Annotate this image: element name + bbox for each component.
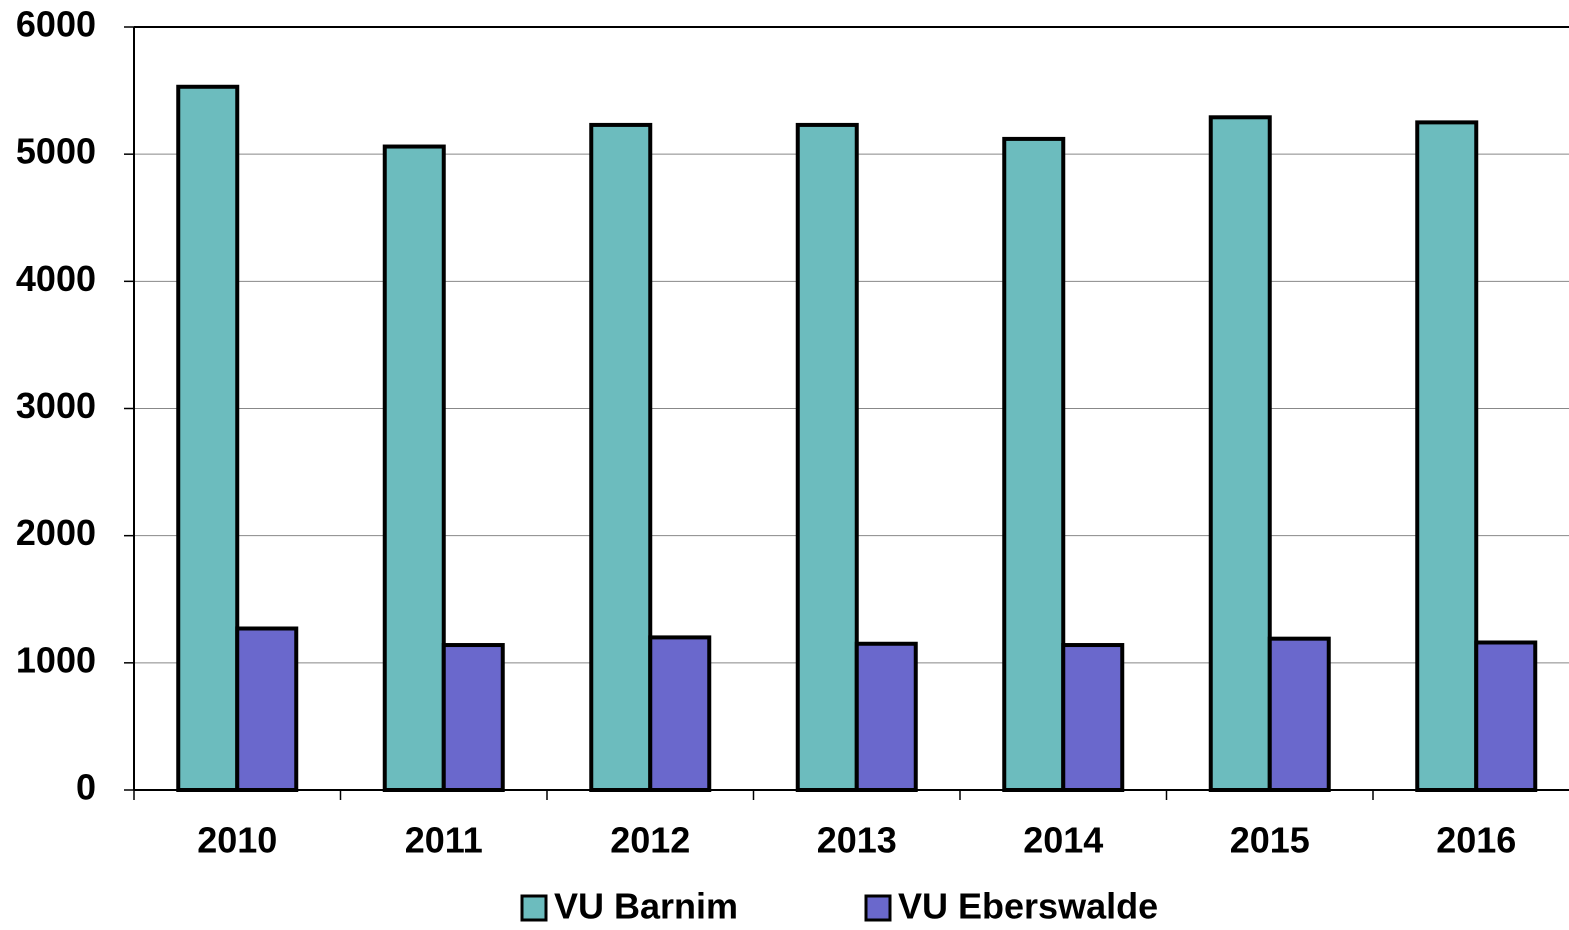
x-tick-label: 2012 <box>610 820 690 861</box>
y-tick-label: 6000 <box>16 4 96 45</box>
y-tick-label: 3000 <box>16 385 96 426</box>
bar <box>1270 639 1329 790</box>
x-tick-label: 2016 <box>1436 820 1516 861</box>
x-tick-label: 2015 <box>1230 820 1310 861</box>
bar <box>591 125 650 790</box>
bar <box>444 645 503 790</box>
bar <box>178 87 237 790</box>
x-tick-label: 2011 <box>405 820 483 861</box>
x-tick-label: 2014 <box>1023 820 1103 861</box>
bar <box>1004 139 1063 790</box>
x-tick-label: 2010 <box>197 820 277 861</box>
bar <box>798 125 857 790</box>
y-tick-label: 4000 <box>16 258 96 299</box>
y-tick-label: 0 <box>76 767 96 808</box>
bar <box>1417 122 1476 790</box>
legend-label: VU Barnim <box>554 886 738 927</box>
y-tick-label: 1000 <box>16 639 96 680</box>
bar <box>237 628 296 790</box>
chart: 0 1000 2000 3000 4000 5000 6000 2010 2011 2012 201… <box>0 0 1569 930</box>
x-tick-label: 2013 <box>817 820 897 861</box>
bar <box>385 147 444 790</box>
bar <box>1063 645 1122 790</box>
legend-swatch <box>522 896 546 920</box>
y-tick-label: 5000 <box>16 131 96 172</box>
bar <box>1476 642 1535 790</box>
bar <box>1211 117 1270 790</box>
legend-label: VU Eberswalde <box>898 886 1158 927</box>
y-tick-label: 2000 <box>16 512 96 553</box>
bar <box>650 637 709 790</box>
legend-swatch <box>866 896 890 920</box>
bar <box>857 644 916 790</box>
